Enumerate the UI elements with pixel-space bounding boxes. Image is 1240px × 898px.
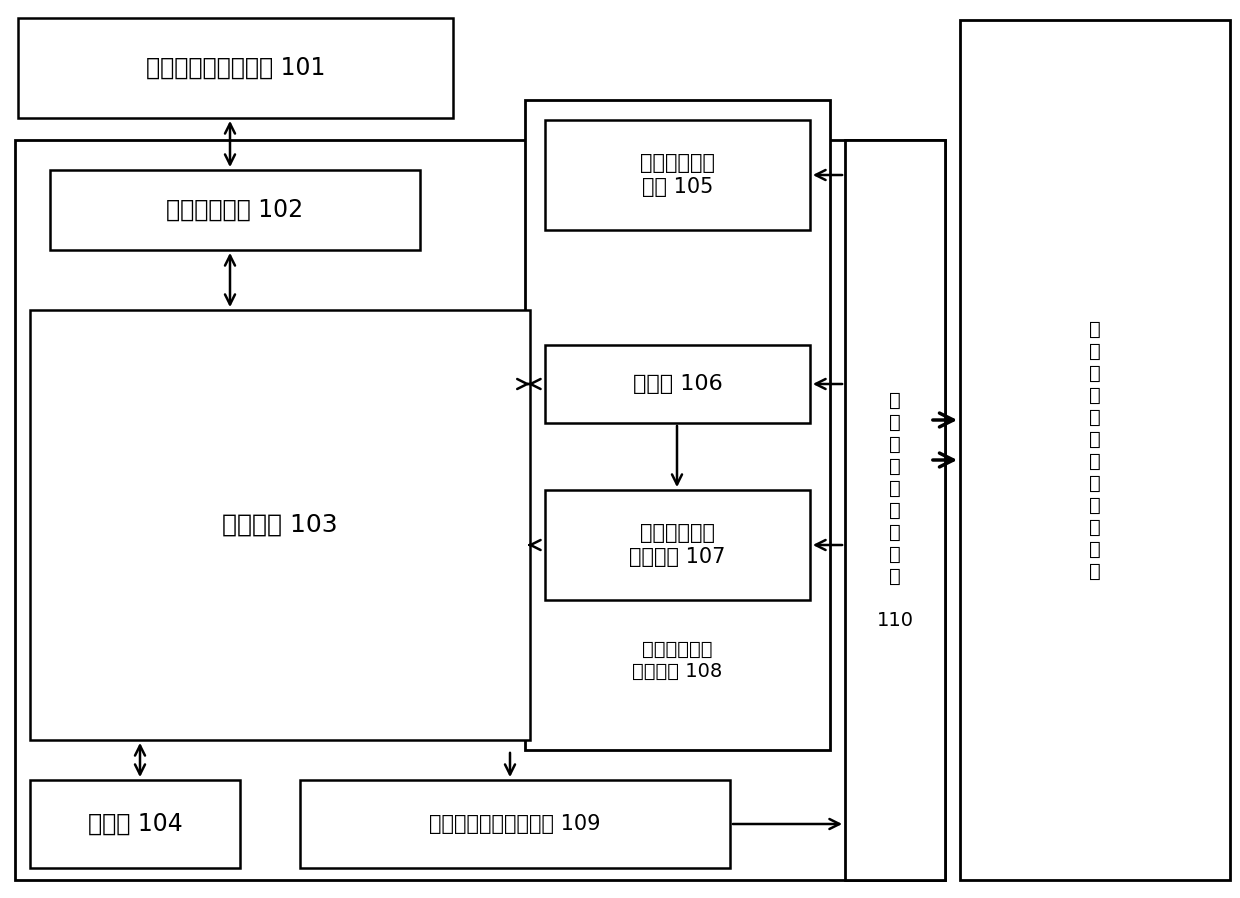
Bar bbox=[546, 490, 810, 600]
Text: 驱动信号输入
检测单元 108: 驱动信号输入 检测单元 108 bbox=[632, 639, 722, 681]
Bar bbox=[300, 780, 730, 868]
Bar bbox=[525, 100, 830, 750]
Bar bbox=[844, 140, 945, 880]
Text: 存储器 104: 存储器 104 bbox=[88, 812, 182, 836]
Text: 探
测
器
驱
动
及
信
号
处
理
电
路: 探 测 器 驱 动 及 信 号 处 理 电 路 bbox=[1089, 320, 1101, 580]
Text: 通信接口单元 102: 通信接口单元 102 bbox=[166, 198, 304, 222]
Bar bbox=[19, 18, 453, 118]
Bar bbox=[50, 170, 420, 250]
Text: 探
测
器
驱
动
电
路
接
口

110: 探 测 器 驱 动 电 路 接 口 110 bbox=[877, 391, 914, 629]
Text: 外部存储器或计算机 101: 外部存储器或计算机 101 bbox=[146, 56, 325, 80]
Bar bbox=[960, 20, 1230, 880]
Bar bbox=[546, 120, 810, 230]
Text: 电源电压检测
单元 105: 电源电压检测 单元 105 bbox=[640, 154, 715, 197]
Bar bbox=[546, 345, 810, 423]
Bar bbox=[30, 780, 241, 868]
Text: 控制单元 103: 控制单元 103 bbox=[222, 513, 337, 537]
Text: 逻辑驱动信号
检测单元 107: 逻辑驱动信号 检测单元 107 bbox=[630, 524, 725, 567]
Text: 直接频率数字合成单元 109: 直接频率数字合成单元 109 bbox=[429, 814, 600, 834]
Bar bbox=[30, 310, 529, 740]
Bar bbox=[15, 140, 945, 880]
Text: 锁相环 106: 锁相环 106 bbox=[632, 374, 723, 394]
